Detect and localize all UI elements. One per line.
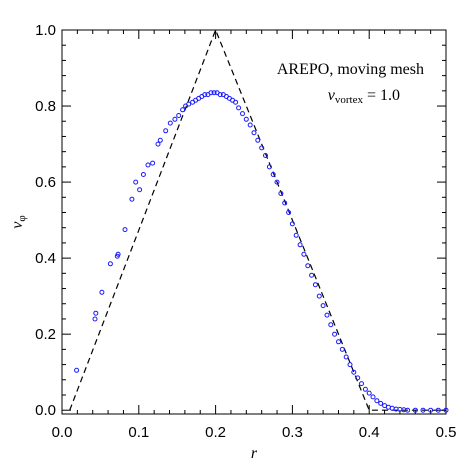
annotation-line-2: vvortex = 1.0: [328, 87, 400, 106]
data-point: [263, 153, 268, 158]
data-point: [270, 172, 276, 177]
data-point: [163, 128, 169, 134]
data-point: [443, 407, 449, 413]
data-point: [217, 92, 223, 98]
x-tick-label: 0.4: [359, 424, 380, 441]
y-axis-title: vφ: [9, 215, 28, 228]
data-point: [266, 164, 272, 170]
x-tick-label: 0.1: [128, 424, 149, 441]
data-point: [293, 232, 299, 238]
data-point: [370, 394, 376, 400]
data-point: [157, 137, 163, 143]
annotation-line-1: AREPO, moving mesh: [277, 61, 424, 78]
data-point: [297, 242, 303, 248]
data-point: [420, 407, 426, 413]
data-point: [240, 111, 245, 117]
data-point: [359, 381, 364, 387]
annotation-v: v: [328, 87, 336, 104]
data-point: [247, 122, 253, 128]
y-tick-label: 0.8: [35, 98, 56, 115]
data-point: [107, 261, 113, 267]
data-point: [186, 101, 192, 107]
y-tick-label: 1.0: [35, 22, 56, 39]
x-tick-label: 0.0: [52, 424, 73, 441]
data-point: [309, 272, 315, 278]
x-tick-label: 0.3: [282, 424, 303, 441]
data-point: [155, 141, 161, 147]
data-point: [355, 375, 361, 381]
plot-frame: [61, 29, 447, 415]
data-point: [289, 221, 295, 227]
annotation-value: = 1.0: [363, 87, 400, 104]
data-point: [305, 263, 311, 269]
x-axis-title: r: [251, 445, 258, 462]
data-point: [312, 282, 318, 288]
data-point: [412, 407, 418, 413]
data-point: [255, 137, 261, 143]
y-tick-label: 0.6: [35, 174, 56, 191]
data-point: [129, 196, 135, 202]
axis-tick-labels: 0.0 0.1 0.2 0.3 0.4 0.5 0.0 0.2 0.4 0.6 0.8 1.0: [35, 22, 456, 441]
data-point: [133, 179, 139, 185]
data-point: [150, 160, 156, 166]
data-point: [202, 92, 208, 98]
data-point: [233, 99, 239, 105]
data-point: [328, 322, 334, 328]
y-tick-label: 0.2: [35, 326, 56, 343]
data-point: [243, 116, 249, 122]
y-tick-label: 0.4: [35, 250, 56, 267]
data-point: [374, 398, 380, 404]
data-point: [172, 116, 178, 122]
data-point: [316, 293, 322, 299]
data-point: [92, 316, 98, 322]
y-axis-title-sub: φ: [16, 215, 28, 221]
data-point: [140, 172, 146, 177]
data-point: [99, 289, 105, 295]
data-point: [282, 200, 288, 206]
x-tick-label: 0.5: [436, 424, 457, 441]
data-point: [122, 227, 128, 233]
data-point: [362, 386, 368, 392]
data-point: [236, 105, 242, 111]
data-point: [405, 407, 411, 413]
data-point: [145, 162, 151, 168]
data-point: [336, 339, 341, 345]
data-point: [301, 251, 307, 257]
data-point: [208, 90, 214, 96]
data-point: [74, 367, 80, 373]
data-point: [259, 145, 265, 151]
data-point: [137, 187, 143, 193]
data-point: [347, 362, 353, 368]
data-point: [339, 346, 345, 352]
data-point: [274, 179, 280, 185]
data-point: [176, 113, 182, 118]
reference-curve: [69, 28, 446, 411]
data-point: [115, 251, 121, 257]
data-point: [167, 120, 173, 126]
data-point: [366, 390, 372, 396]
data-point: [211, 90, 217, 96]
annotation-sub: vortex: [335, 94, 364, 106]
data-point: [286, 210, 292, 215]
data-point: [324, 312, 330, 318]
data-point: [251, 130, 257, 136]
data-point: [332, 331, 338, 337]
data-point: [180, 107, 186, 113]
data-point: [435, 407, 441, 413]
x-tick-label: 0.2: [205, 424, 226, 441]
data-point: [93, 310, 99, 316]
y-tick-label: 0.0: [35, 402, 56, 419]
data-point: [378, 400, 384, 406]
data-point: [343, 354, 349, 360]
data-point: [351, 369, 357, 375]
data-points: [74, 90, 449, 413]
data-point: [320, 303, 326, 309]
data-point: [428, 407, 434, 413]
data-point: [278, 191, 284, 196]
axis-ticks: [61, 29, 447, 414]
y-axis-title-main: v: [9, 221, 26, 229]
